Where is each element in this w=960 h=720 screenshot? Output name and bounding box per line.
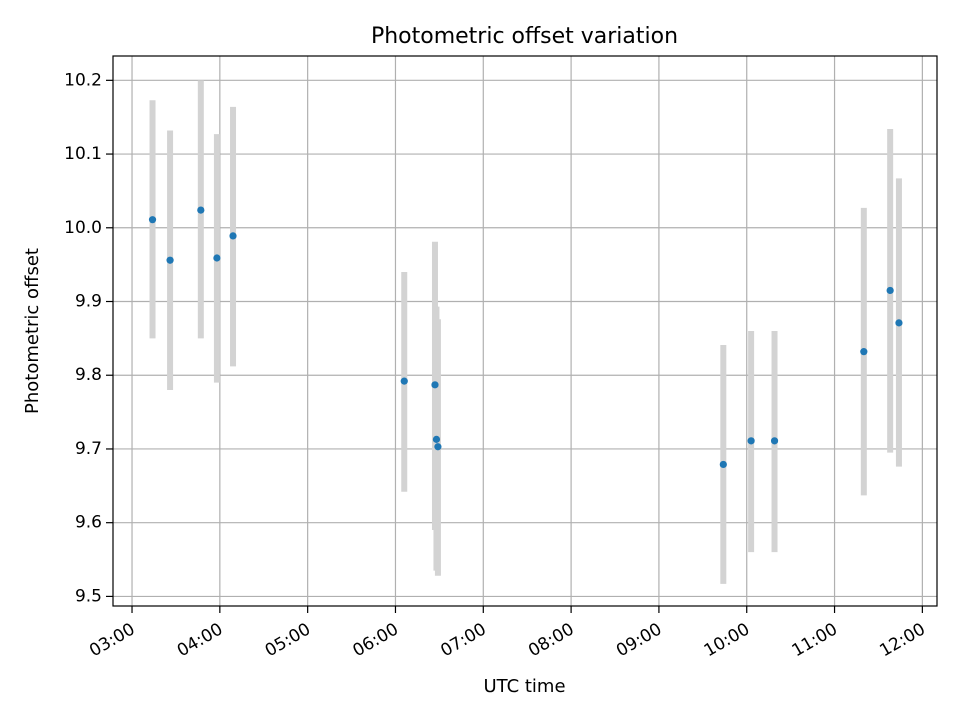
data-point xyxy=(770,437,779,445)
chart-title: Photometric offset variation xyxy=(371,24,678,49)
y-axis-ticks: 9.5 9.6 9.7 9.8 9.9 10.0 10.1 10.2 xyxy=(64,70,113,606)
data-point xyxy=(886,286,894,295)
data-point xyxy=(434,443,442,451)
y-tick-label: 10.2 xyxy=(64,70,102,90)
data-point xyxy=(719,460,727,469)
y-tick-label: 9.8 xyxy=(75,365,102,385)
y-axis-label: Photometric offset xyxy=(22,248,43,414)
y-tick-label: 10.1 xyxy=(64,144,102,164)
data-point xyxy=(895,319,903,327)
y-tick-label: 9.9 xyxy=(75,292,102,312)
data-point xyxy=(747,437,755,445)
data-point xyxy=(400,377,408,385)
data-point xyxy=(431,381,439,389)
y-tick-label: 9.6 xyxy=(75,513,102,533)
data-point xyxy=(860,348,868,356)
plot-frame xyxy=(112,55,938,607)
y-tick-label: 9.5 xyxy=(75,586,102,606)
data-point xyxy=(197,206,205,214)
x-axis-label: UTC time xyxy=(483,676,565,697)
data-point xyxy=(229,232,237,240)
y-tick-label: 9.7 xyxy=(75,439,102,459)
y-tick-label: 10.0 xyxy=(64,218,102,238)
data-point xyxy=(148,216,157,224)
data-points xyxy=(148,206,903,469)
data-point xyxy=(432,435,441,443)
data-point xyxy=(213,254,221,262)
grid xyxy=(113,56,937,606)
data-point xyxy=(166,256,174,264)
